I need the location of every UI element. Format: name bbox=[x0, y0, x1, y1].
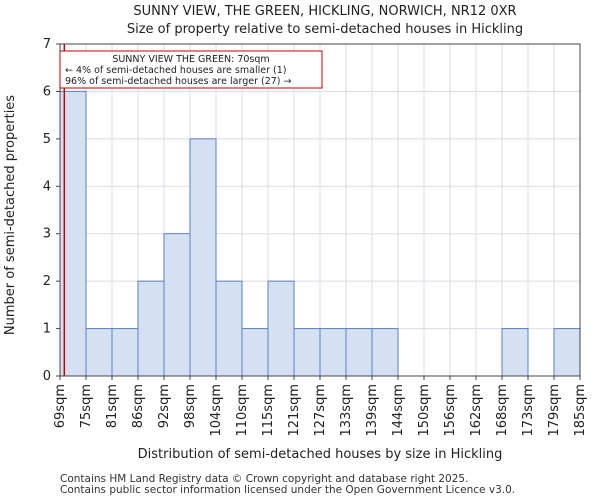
y-tick-label: 1 bbox=[43, 322, 51, 337]
x-tick-label: 75sqm bbox=[79, 384, 94, 428]
y-tick-label: 6 bbox=[43, 84, 51, 99]
x-tick-label: 86sqm bbox=[131, 384, 146, 428]
bar bbox=[215, 280, 243, 377]
bar bbox=[501, 328, 529, 377]
x-tick-label: 139sqm bbox=[365, 384, 380, 437]
x-tick-label: 179sqm bbox=[547, 384, 562, 437]
x-tick-label: 144sqm bbox=[391, 384, 406, 437]
chart-subtitle: Size of property relative to semi-detach… bbox=[127, 22, 523, 37]
bar bbox=[111, 328, 139, 377]
y-ticks: 0 1 2 3 4 5 6 7 bbox=[43, 37, 60, 384]
bar bbox=[163, 233, 191, 377]
x-axis-label: Distribution of semi-detached houses by … bbox=[138, 447, 503, 462]
bar bbox=[553, 328, 581, 377]
x-tick-label: 92sqm bbox=[157, 384, 172, 428]
footer-line-1: Contains HM Land Registry data © Crown c… bbox=[60, 473, 469, 485]
annotation-line-1: SUNNY VIEW THE GREEN: 70sqm bbox=[112, 54, 269, 65]
x-tick-label: 81sqm bbox=[105, 384, 120, 428]
x-tick-label: 162sqm bbox=[469, 384, 484, 437]
x-tick-label: 69sqm bbox=[53, 384, 68, 428]
bar bbox=[267, 280, 295, 377]
x-tick-label: 110sqm bbox=[235, 384, 250, 437]
x-tick-label: 104sqm bbox=[209, 384, 224, 437]
annotation-line-2: ← 4% of semi-detached houses are smaller… bbox=[65, 65, 286, 76]
bar bbox=[371, 328, 399, 377]
bar bbox=[345, 328, 373, 377]
y-axis-label: Number of semi-detached properties bbox=[3, 95, 18, 335]
x-tick-label: 121sqm bbox=[287, 384, 302, 437]
bar bbox=[85, 328, 113, 377]
bar bbox=[137, 280, 165, 377]
x-tick-label: 173sqm bbox=[521, 384, 536, 437]
plot-frame bbox=[59, 43, 581, 377]
x-tick-label: 127sqm bbox=[313, 384, 328, 437]
x-tick-label: 185sqm bbox=[573, 384, 588, 437]
annotation-box: SUNNY VIEW THE GREEN: 70sqm ← 4% of semi… bbox=[59, 50, 323, 89]
y-tick-label: 3 bbox=[43, 227, 51, 242]
x-tick-label: 133sqm bbox=[339, 384, 354, 437]
x-tick-label: 98sqm bbox=[183, 384, 198, 428]
bars bbox=[59, 90, 581, 377]
x-tick-label: 150sqm bbox=[417, 384, 432, 437]
x-tick-label: 115sqm bbox=[261, 384, 276, 437]
bar bbox=[189, 138, 217, 377]
bar bbox=[241, 328, 269, 377]
y-tick-label: 2 bbox=[43, 274, 51, 289]
y-tick-label: 5 bbox=[43, 132, 51, 147]
footer-line-2: Contains public sector information licen… bbox=[60, 484, 516, 496]
y-tick-label: 4 bbox=[43, 179, 51, 194]
bar bbox=[293, 328, 321, 377]
y-tick-label: 7 bbox=[43, 37, 51, 52]
annotation-line-3: 96% of semi-detached houses are larger (… bbox=[65, 76, 292, 87]
chart-title: SUNNY VIEW, THE GREEN, HICKLING, NORWICH… bbox=[133, 4, 516, 19]
x-tick-label: 168sqm bbox=[495, 384, 510, 437]
x-tick-label: 156sqm bbox=[443, 384, 458, 437]
bar bbox=[319, 328, 347, 377]
x-ticks: 69sqm 75sqm 81sqm 86sqm 92sqm 98sqm 104sqm 110s… bbox=[53, 376, 588, 437]
y-tick-label: 0 bbox=[43, 369, 51, 384]
